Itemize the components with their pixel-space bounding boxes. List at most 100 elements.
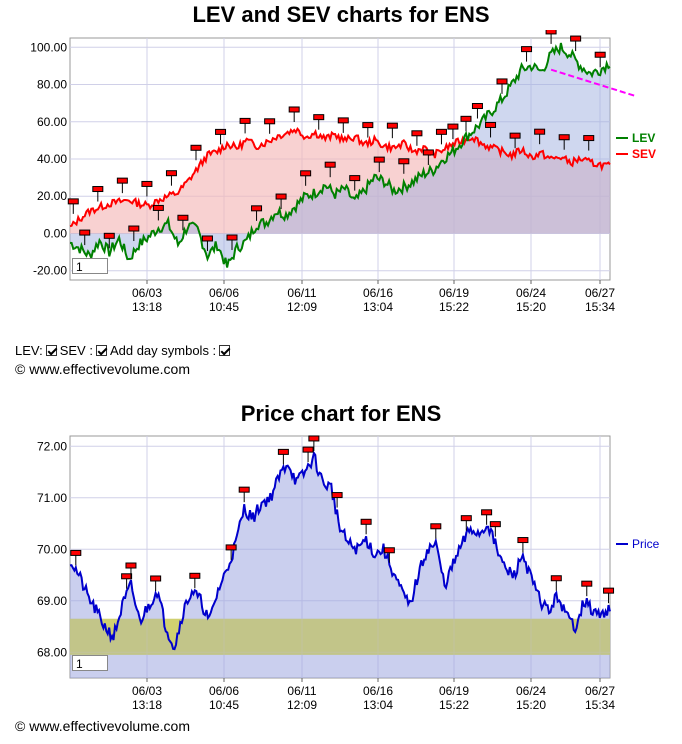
sev-checkbox[interactable] xyxy=(95,345,107,356)
x-tick-time: 13:04 xyxy=(363,698,393,712)
price-day-symbol xyxy=(189,572,201,579)
x-tick-date: 06/19 xyxy=(439,684,469,698)
x-tick-time: 13:04 xyxy=(363,300,393,314)
lev-day-symbol xyxy=(251,205,263,212)
lev-day-symbol xyxy=(349,175,361,182)
copyright-top: © www.effectivevolume.com xyxy=(15,361,191,377)
price-day-symbol xyxy=(603,587,615,594)
lev-day-symbol xyxy=(570,35,582,42)
sev-day-symbol xyxy=(239,117,251,124)
legend-label-price: Price xyxy=(632,537,660,551)
sev-day-symbol xyxy=(215,128,227,135)
price-day-symbol xyxy=(460,515,472,522)
sev-day-symbol xyxy=(460,115,472,122)
x-tick-date: 06/11 xyxy=(287,286,316,300)
sev-line xyxy=(69,126,611,228)
x-tick-date: 06/06 xyxy=(209,684,239,698)
sev-day-symbol xyxy=(92,186,104,193)
x-tick-time: 15:34 xyxy=(585,300,615,314)
lev-day-symbol xyxy=(447,123,459,130)
sev-day-symbol xyxy=(141,180,153,187)
y-tick-label: 69.00 xyxy=(37,594,67,608)
sev-day-symbol xyxy=(190,144,202,151)
lev-day-symbol xyxy=(201,235,213,242)
x-tick-time: 12:09 xyxy=(287,300,317,314)
price-line xyxy=(69,450,611,651)
x-tick-time: 10:45 xyxy=(209,300,239,314)
price-day-symbol xyxy=(383,547,395,554)
y-tick-label: 60.00 xyxy=(37,115,67,129)
x-tick-time: 15:34 xyxy=(585,698,615,712)
lev-day-symbol xyxy=(521,46,533,53)
y-tick-label: 68.00 xyxy=(37,645,67,659)
lev-day-symbol xyxy=(177,214,189,221)
trend-line xyxy=(550,68,635,97)
x-tick-time: 15:20 xyxy=(516,698,546,712)
x-tick-date: 06/16 xyxy=(363,684,393,698)
price-chart-title: Price chart for ENS xyxy=(240,401,442,426)
price-index-box[interactable]: 1 xyxy=(72,655,108,671)
x-tick-date: 06/03 xyxy=(132,684,162,698)
x-tick-time: 15:22 xyxy=(439,300,469,314)
sev-day-symbol xyxy=(583,135,595,142)
price-day-symbol xyxy=(277,448,289,455)
x-tick-date: 06/19 xyxy=(439,286,469,300)
price-day-symbol xyxy=(302,446,314,453)
x-tick-time: 15:20 xyxy=(516,300,546,314)
x-tick-date: 06/27 xyxy=(585,684,615,698)
lev-day-symbol xyxy=(594,51,606,58)
sev-day-symbol xyxy=(264,118,276,125)
value-band-overlay xyxy=(70,618,610,655)
sev-day-symbol xyxy=(558,134,570,141)
price-day-symbol xyxy=(360,518,372,525)
price-day-symbol xyxy=(225,544,237,551)
price-day-symbol xyxy=(489,521,501,528)
y-tick-label: 71.00 xyxy=(37,491,67,505)
price-day-symbol xyxy=(121,573,133,580)
x-tick-date: 06/24 xyxy=(516,684,546,698)
y-tick-label: 40.00 xyxy=(37,152,67,166)
lev-sev-chart: 100.00 80.00 60.00 40.00 20.00 0.00 -20.00 06/0… xyxy=(30,30,656,314)
lev-day-symbol xyxy=(103,232,115,239)
price-day-symbol xyxy=(125,562,137,569)
sev-day-symbol xyxy=(411,130,423,137)
lev-checkbox[interactable] xyxy=(45,345,57,356)
x-tick-time: 12:09 xyxy=(287,698,317,712)
lev-day-symbol xyxy=(128,225,140,232)
sev-day-symbol xyxy=(116,177,128,184)
day-symbols-checkbox[interactable] xyxy=(219,345,231,356)
price-day-symbol xyxy=(331,492,343,499)
x-tick-time: 13:18 xyxy=(132,698,162,712)
sev-day-symbol xyxy=(165,170,177,177)
price-day-symbol xyxy=(70,549,82,556)
lev-day-symbol xyxy=(226,234,238,241)
sev-day-symbol xyxy=(288,106,300,113)
lev-day-symbol xyxy=(373,156,385,163)
copyright-bottom: © www.effectivevolume.com xyxy=(15,718,191,734)
sev-day-symbol xyxy=(362,122,374,129)
price-day-symbol xyxy=(238,486,250,493)
price-day-symbol xyxy=(517,537,529,544)
lev-day-symbol xyxy=(79,229,91,236)
x-tick-time: 15:22 xyxy=(439,698,469,712)
x-tick-date: 06/06 xyxy=(209,286,239,300)
x-tick-date: 06/11 xyxy=(287,684,316,698)
y-tick-label: 20.00 xyxy=(37,189,67,203)
price-day-symbol xyxy=(581,580,593,587)
lev-day-symbol xyxy=(496,78,508,85)
price-day-symbol xyxy=(481,509,493,516)
sev-day-symbol xyxy=(386,122,398,129)
y-tick-label: 70.00 xyxy=(37,542,67,556)
sev-day-symbol xyxy=(435,128,447,135)
y-tick-label: 72.00 xyxy=(37,439,67,453)
lev-line xyxy=(69,42,611,268)
y-tick-label: 100.00 xyxy=(30,40,67,54)
sev-day-symbol xyxy=(67,198,79,205)
price-day-symbol xyxy=(550,575,562,582)
x-tick-date: 06/16 xyxy=(363,286,393,300)
x-tick-time: 13:18 xyxy=(132,300,162,314)
legend-label-sev: SEV xyxy=(632,147,656,161)
sev-day-symbol xyxy=(534,128,546,135)
lev-index-box[interactable]: 1 xyxy=(72,258,108,274)
